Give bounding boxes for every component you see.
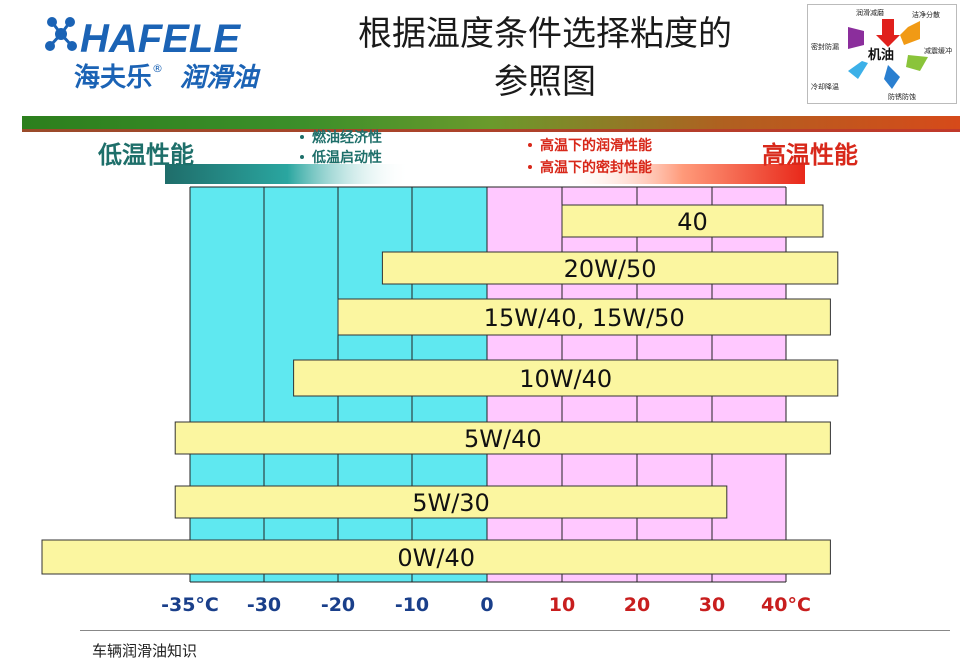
viscosity-bar: 5W/40 [174,421,831,455]
bar-label: 20W/50 [564,255,657,283]
title-line-2: 参照图 [494,62,596,102]
brand-registered: ® [152,62,163,75]
x-tick-label: -10 [395,594,429,616]
bar-label: 15W/40, 15W/50 [484,304,685,332]
high-temp-label: 高温性能 [762,141,858,169]
bar-rect [174,485,728,519]
arrow-purple-icon [848,27,864,49]
arrow-orange-icon [900,21,920,45]
title-line-1: 根据温度条件选择粘度的 [358,14,732,54]
header-divider-band [22,116,960,130]
low-point-1: 燃油经济性 [312,129,382,146]
page-title: 根据温度条件选择粘度的 参照图 [300,10,790,106]
hafele-logo: HAFELE 海夫乐 ® 润滑油 [40,12,285,93]
bar-rect [174,421,831,455]
oil-function-5: 密封防漏 [811,42,839,51]
x-tick-label: 20 [624,594,650,616]
header-divider-accent [22,129,960,132]
bar-rect [381,251,839,285]
bar-rect [561,204,824,238]
high-temp-points: 高温下的润滑性能 高温下的密封性能 [528,137,652,176]
arrow-blue-icon [884,65,900,89]
footer-text: 车辆润滑油知识 [92,642,198,660]
viscosity-bar: 20W/50 [381,251,839,285]
bar-label: 40 [677,208,708,236]
brand-subtitle: 海夫乐 [74,63,152,92]
x-tick-label: 40°C [761,594,811,616]
bar-label: 5W/30 [412,489,490,517]
oil-function-diagram: 机油 润滑减磨 洁净分散 减震缓冲 防锈防蚀 冷却降温 密封防漏 [807,4,957,104]
bar-label: 5W/40 [464,425,542,453]
oil-center-label: 机油 [868,47,894,63]
oil-function-2: 减震缓冲 [924,46,952,55]
bar-label: 10W/40 [519,365,612,393]
viscosity-bar: 10W/40 [293,359,839,397]
oil-function-1: 洁净分散 [912,10,940,19]
low-temp-points: 燃油经济性 低温启动性 [300,129,382,166]
bar-rect [293,359,839,397]
x-tick-label: 10 [549,594,575,616]
x-tick-label: -30 [247,594,281,616]
oil-function-3: 防锈防蚀 [888,92,916,101]
high-point-2: 高温下的密封性能 [540,159,652,176]
arrow-green-icon [906,55,928,71]
viscosity-bar: 0W/40 [41,539,831,575]
x-tick-label: -35°C [161,594,219,616]
arrow-red-icon [876,19,900,47]
oil-function-0: 润滑减磨 [856,8,884,17]
viscosity-bar: 5W/30 [174,485,728,519]
footer-divider [80,630,950,631]
x-tick-label: 0 [480,594,493,616]
x-tick-label: 30 [699,594,725,616]
molecule-icon [45,17,77,51]
brand-name: HAFELE [80,17,241,61]
low-temp-gradient-bar [165,164,410,184]
oil-function-4: 冷却降温 [811,82,839,91]
viscosity-bar: 15W/40, 15W/50 [337,298,831,336]
bar-rect [337,298,831,336]
viscosity-bar: 40 [561,204,824,238]
low-temp-label: 低温性能 [97,141,194,169]
arrow-lightblue-icon [848,61,868,79]
brand-product: 润滑油 [180,63,261,92]
bar-label: 0W/40 [397,544,475,572]
high-temp-gradient-bar [560,164,805,184]
bar-rect [41,539,831,575]
low-point-2: 低温启动性 [311,149,382,166]
x-tick-label: -20 [321,594,355,616]
high-point-1: 高温下的润滑性能 [540,137,652,154]
